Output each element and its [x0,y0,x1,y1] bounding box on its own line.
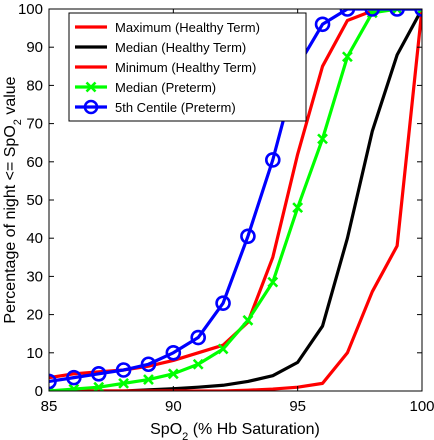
series-point [317,133,328,145]
series-line-4 [49,9,422,384]
legend-marker [83,99,99,115]
y-tick-label: 90 [26,39,43,56]
x-axis-title-sub: 2 [182,431,188,440]
x-tick-label: 95 [289,398,306,415]
series-point [364,9,381,17]
legend-label: 5th Centile (Preterm) [115,100,236,115]
series-point [165,344,182,361]
y-tick-label: 80 [26,77,43,94]
y-tick-label: 0 [35,383,43,400]
legend-label: Maximum (Healthy Term) [115,20,260,35]
y-axis-title-sub: 2 [12,119,24,125]
ticks-layer: 85 90 95 100 0 10 20 30 40 50 60 70 80 90 100 [18,1,434,415]
series-point [292,202,304,214]
series-point [314,16,331,33]
series-point [66,369,82,386]
x-axis-title: SpO2 (% Hb Saturation) [150,421,320,440]
series-point [118,377,130,389]
legend-marker [85,81,97,93]
x-tick-label: 90 [165,398,182,415]
legend-entry: Minimum (Healthy Term) [75,60,256,75]
series-point [267,276,279,288]
x-tick-label: 85 [41,398,58,415]
series-point [391,9,403,15]
series-point [49,373,57,390]
legend-label: Median (Healthy Term) [115,40,246,55]
series-point [215,295,231,311]
series-point [242,314,254,326]
series-layer [49,9,422,391]
legend-box [68,12,307,122]
series-point [190,329,206,346]
series-point [115,362,132,378]
y-tick-label: 20 [26,307,43,324]
x-axis-title-main: SpO [150,421,182,438]
series-point [416,9,422,15]
series-point [389,9,405,17]
series-line-1 [49,9,422,391]
series-point [140,356,157,373]
y-tick-label: 70 [26,116,43,133]
legend-entry: Median (Healthy Term) [75,40,246,55]
y-tick-label: 40 [26,230,43,247]
series-point [264,152,281,168]
y-axis-title: Percentage of night <= SpO2 value [2,76,24,323]
legend-entry: Maximum (Healthy Term) [75,20,260,35]
legend-label: Minimum (Healthy Term) [115,60,256,75]
y-axis-title-main: Percentage of night <= SpO [2,125,19,323]
legend-label: Median (Preterm) [115,80,216,95]
series-point [240,228,256,245]
series-point [93,381,105,391]
y-tick-label: 60 [26,154,43,171]
y-tick-label: 10 [26,345,43,362]
series-point [192,358,204,370]
series-point [339,9,356,17]
legend-entry: 5th Centile (Preterm) [75,99,236,115]
legend-entry: Median (Preterm) [75,80,216,95]
series-point [68,383,80,391]
y-tick-label: 30 [26,268,43,285]
series-point [167,368,179,380]
series-point [217,343,229,355]
x-tick-label: 100 [409,398,434,415]
series-point [341,51,353,63]
legend: Maximum (Healthy Term) Median (Healthy Te… [68,12,307,122]
y-axis-title-suffix: value [2,76,19,119]
series-point [90,366,107,382]
y-tick-label: 100 [18,1,43,18]
x-axis-title-suffix: (% Hb Saturation) [188,421,320,438]
y-tick-label: 50 [26,192,43,209]
series-line-3 [49,9,422,391]
series-point [143,374,154,385]
